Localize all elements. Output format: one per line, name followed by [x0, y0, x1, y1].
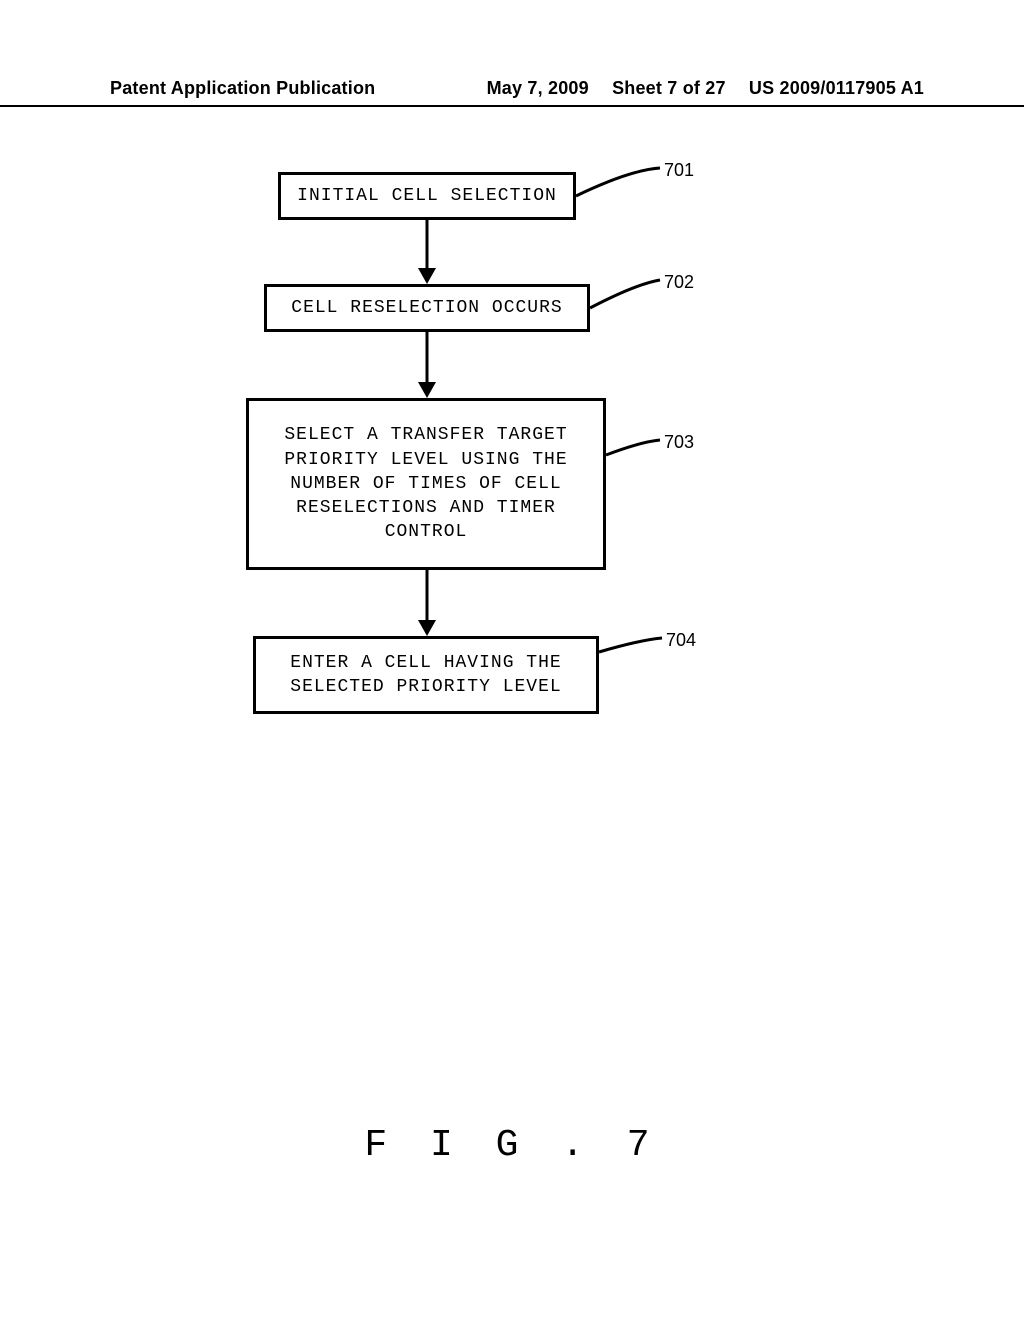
leader-line	[590, 280, 660, 308]
leader-line	[599, 638, 662, 652]
leader-line	[576, 168, 660, 196]
ref-label-701: 701	[664, 160, 694, 181]
figure-caption: F I G . 7	[0, 1124, 1024, 1167]
leader-lines	[0, 0, 1024, 800]
ref-label-703: 703	[664, 432, 694, 453]
ref-label-704: 704	[666, 630, 696, 651]
leader-line	[606, 440, 660, 455]
ref-label-702: 702	[664, 272, 694, 293]
page: Patent Application Publication May 7, 20…	[0, 0, 1024, 1320]
